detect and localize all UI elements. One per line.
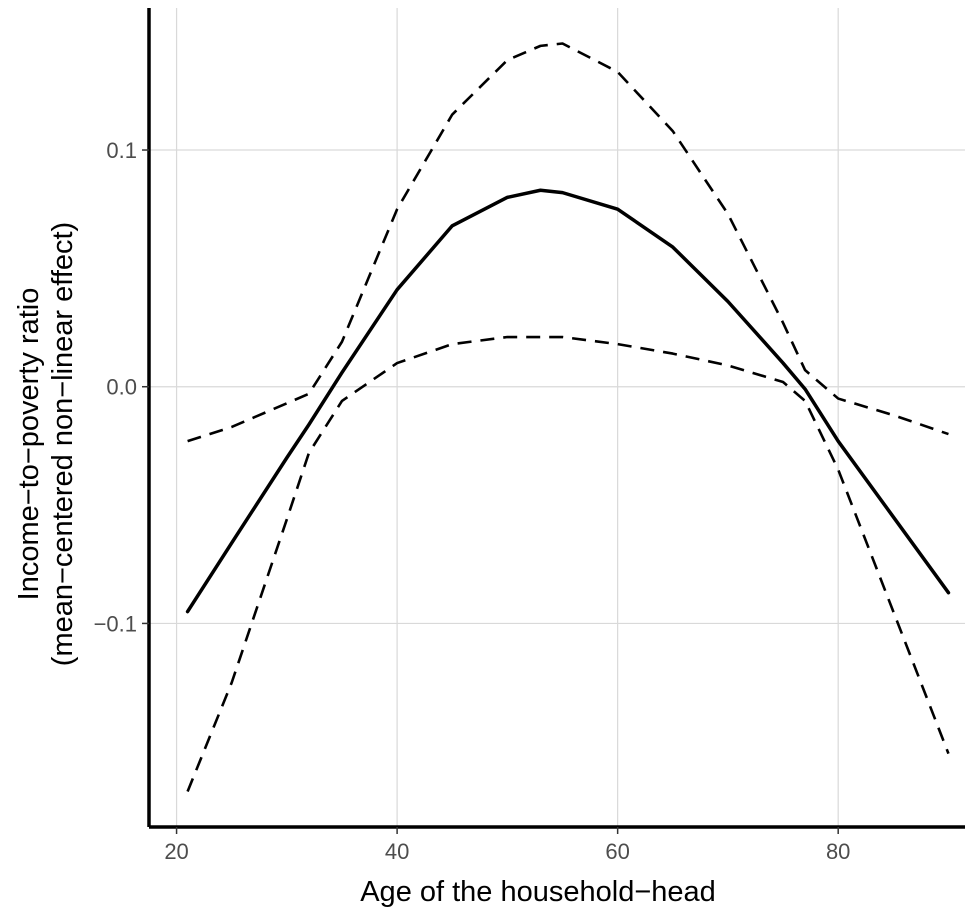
- series-group: [185, 42, 951, 792]
- confidence-band-line-2: [186, 335, 950, 792]
- y-axis-title-line1: Income−to−poverty ratio: [13, 288, 45, 601]
- x-tick-label-3: 80: [826, 839, 850, 864]
- confidence-band-line-1: [187, 42, 949, 443]
- x-tick-label-1: 40: [385, 839, 409, 864]
- y-axis-title-line2: (mean−centered non−linear effect): [47, 222, 79, 666]
- y-tick-label-1: 0.0: [106, 375, 137, 400]
- x-tick-label-2: 60: [605, 839, 629, 864]
- tick-labels: 20 40 60 80 −0.1 0.0 0.1: [94, 138, 851, 864]
- x-tick-label-0: 20: [164, 839, 188, 864]
- x-axis-title: Age of the household−head: [360, 876, 716, 907]
- grid: [149, 8, 965, 827]
- fit-line-0: [185, 188, 951, 614]
- y-tick-label-2: 0.1: [106, 138, 137, 163]
- y-tick-label-0: −0.1: [94, 611, 137, 636]
- y-axis-title: Income−to−poverty ratio (mean−centered n…: [13, 222, 79, 666]
- axes: [147, 8, 965, 829]
